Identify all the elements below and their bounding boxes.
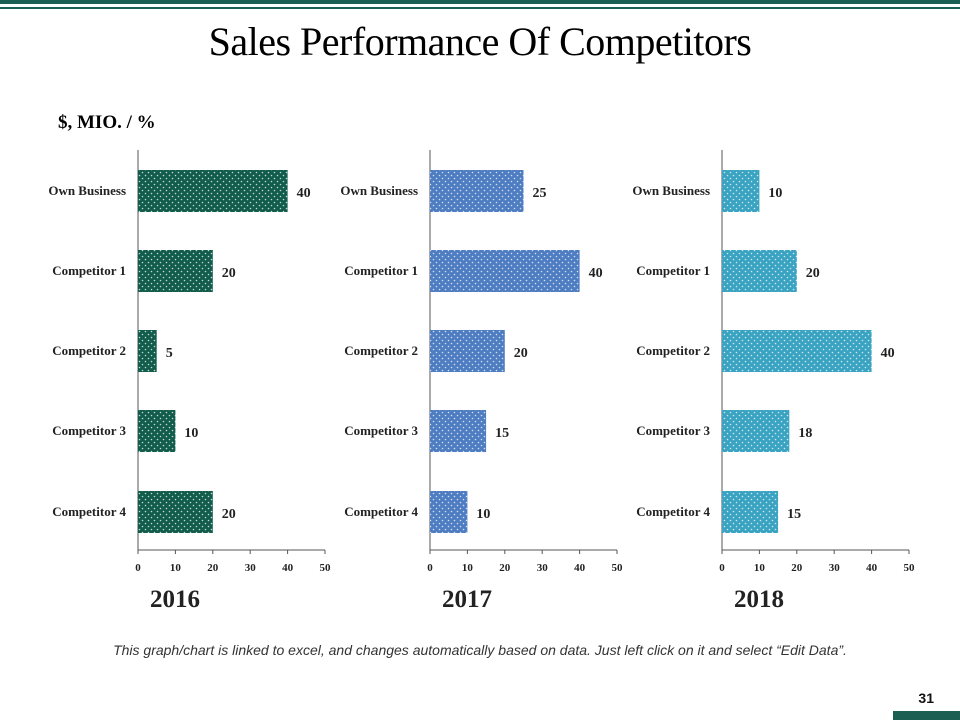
category-label: Competitor 3 [344,423,418,438]
corner-accent-bar [893,711,960,720]
x-tick-label: 50 [612,562,624,574]
category-label: Competitor 2 [636,343,710,358]
x-tick-label: 10 [462,562,474,574]
x-tick-label: 30 [537,562,549,574]
data-label: 20 [806,266,820,281]
footnote: This graph/chart is linked to excel, and… [113,642,847,658]
data-label: 10 [768,186,782,201]
data-label: 40 [881,346,895,361]
category-label: Own Business [48,183,126,198]
chart-2017: 0 10 20 30 40 50 Own Business 25 Competitor 1 40 C… [340,150,623,613]
bar [138,330,157,372]
x-tick-label: 20 [791,562,803,574]
chart-2016: 0 10 20 30 40 50 Own Business 40 Competitor 1 20 C… [48,150,331,613]
chart-2018: 0 10 20 30 40 50 Own Business 10 Competitor 1 20 C… [632,150,915,613]
chart-title: 2018 [734,586,784,613]
x-tick-label: 40 [282,562,294,574]
bar [722,410,790,452]
units-label: $, MIO. / % [58,112,156,133]
x-tick-label: 20 [499,562,511,574]
data-label: 40 [297,186,311,201]
category-label: Own Business [340,183,418,198]
category-label: Competitor 2 [52,343,126,358]
top-accent-line [0,7,960,9]
bar [430,170,524,212]
bar [138,410,176,452]
category-label: Competitor 4 [52,504,126,519]
data-label: 20 [222,266,236,281]
page-number: 31 [918,690,934,706]
category-label: Competitor 1 [636,263,710,278]
x-tick-label: 40 [574,562,586,574]
category-label: Competitor 1 [344,263,418,278]
data-label: 15 [787,507,801,522]
data-label: 25 [533,186,547,201]
category-label: Competitor 3 [636,423,710,438]
category-label: Own Business [632,183,710,198]
top-accent-bar [0,0,960,4]
data-label: 10 [476,507,490,522]
bar [138,250,213,292]
x-tick-label: 50 [320,562,332,574]
data-label: 15 [495,426,509,441]
data-label: 10 [184,426,198,441]
category-label: Competitor 4 [344,504,418,519]
bar [722,491,779,533]
x-tick-label: 30 [829,562,841,574]
data-label: 18 [798,426,812,441]
bar [722,250,797,292]
x-tick-label: 40 [866,562,878,574]
x-tick-label: 50 [904,562,916,574]
data-label: 20 [514,346,528,361]
x-tick-label: 30 [245,562,257,574]
bar [722,330,872,372]
category-label: Competitor 1 [52,263,126,278]
chart-title: 2016 [150,586,200,613]
x-tick-label: 0 [719,562,725,574]
bar [430,330,505,372]
data-label: 20 [222,507,236,522]
chart-title: 2017 [442,586,492,613]
bar [430,410,487,452]
data-label: 40 [589,266,603,281]
page-title: Sales Performance Of Competitors [208,19,752,64]
bar [722,170,760,212]
category-label: Competitor 2 [344,343,418,358]
bar [138,170,288,212]
x-tick-label: 10 [754,562,766,574]
category-label: Competitor 3 [52,423,126,438]
x-tick-label: 0 [135,562,141,574]
category-label: Competitor 4 [636,504,710,519]
bar [138,491,213,533]
x-tick-label: 0 [427,562,433,574]
bar [430,250,580,292]
x-tick-label: 20 [207,562,219,574]
x-tick-label: 10 [170,562,182,574]
bar [430,491,468,533]
data-label: 5 [166,346,173,361]
